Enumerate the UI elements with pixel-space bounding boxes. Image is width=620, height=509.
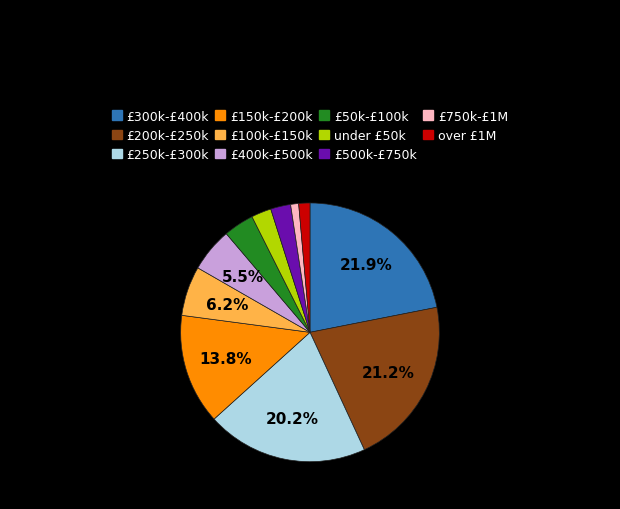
Text: 21.9%: 21.9% (340, 258, 392, 272)
Wedge shape (299, 204, 310, 333)
Wedge shape (310, 307, 440, 450)
Wedge shape (182, 268, 310, 333)
Wedge shape (310, 204, 437, 333)
Legend: £300k-£400k, £200k-£250k, £250k-£300k, £150k-£200k, £100k-£150k, £400k-£500k, £5: £300k-£400k, £200k-£250k, £250k-£300k, £… (108, 106, 512, 165)
Wedge shape (180, 316, 310, 419)
Wedge shape (198, 234, 310, 333)
Wedge shape (271, 205, 310, 333)
Wedge shape (226, 217, 310, 333)
Text: 5.5%: 5.5% (221, 269, 264, 284)
Wedge shape (252, 210, 310, 333)
Text: 21.2%: 21.2% (362, 365, 415, 380)
Text: 20.2%: 20.2% (266, 411, 319, 426)
Wedge shape (214, 333, 365, 462)
Text: 6.2%: 6.2% (205, 297, 248, 312)
Wedge shape (291, 204, 310, 333)
Text: 13.8%: 13.8% (200, 351, 252, 366)
